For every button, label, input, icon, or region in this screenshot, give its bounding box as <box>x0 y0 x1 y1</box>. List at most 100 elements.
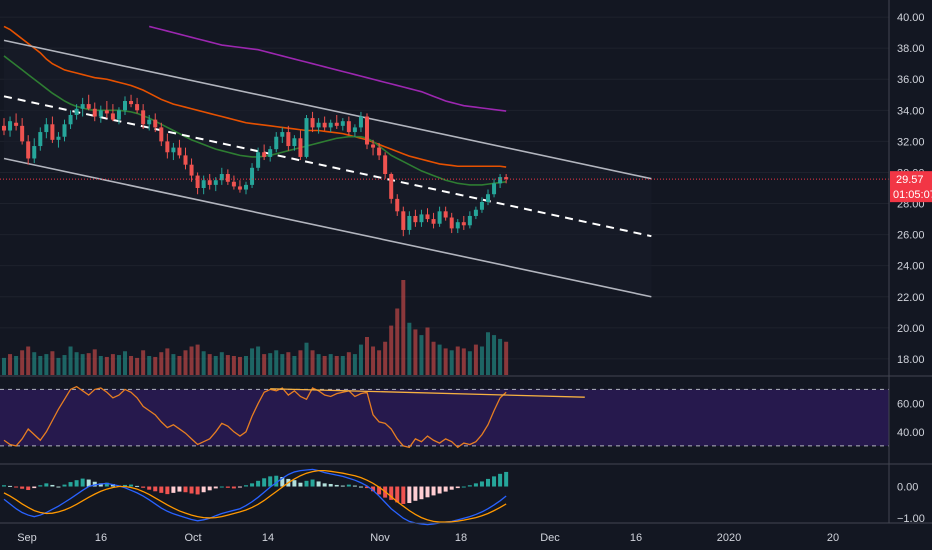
macd-histogram-bar <box>14 486 19 488</box>
macd-histogram-bar <box>407 486 412 504</box>
macd-histogram-bar <box>316 481 321 487</box>
time-tick-label: 18 <box>455 532 467 544</box>
time-tick-label: 20 <box>827 532 839 544</box>
candle-body <box>62 124 67 137</box>
candle-body <box>201 180 206 188</box>
volume-bar <box>225 355 230 375</box>
candle-body <box>328 122 333 128</box>
macd-histogram-bar <box>8 485 13 487</box>
channel-line-lower[interactable] <box>3 157 652 298</box>
candle-body <box>195 175 200 188</box>
macd-histogram-bar <box>310 479 315 487</box>
candle-body <box>268 149 273 157</box>
macd-histogram-bar <box>159 486 164 493</box>
rsi-axis[interactable]: 60.00 40.00 <box>897 399 925 439</box>
volume-bar <box>407 322 412 375</box>
candle-body <box>431 219 436 224</box>
macd-histogram-bar <box>231 486 236 489</box>
macd-histogram-bar <box>171 486 176 493</box>
volume-bar <box>86 353 91 375</box>
macd-histogram-bar <box>38 485 43 487</box>
volume-bar <box>443 348 448 375</box>
volume-bar <box>322 356 327 375</box>
macd-histogram-bar <box>26 486 31 491</box>
macd-histogram-bar <box>165 486 170 495</box>
volume-bar <box>262 354 267 375</box>
price-tick-label: 22.00 <box>897 292 925 304</box>
volume-bar <box>437 344 442 375</box>
volume-bar <box>455 346 460 375</box>
macd-histogram-bar <box>68 482 73 487</box>
time-tick-label: 16 <box>95 532 107 544</box>
volume-bar <box>92 349 97 375</box>
volume-bar <box>147 356 152 375</box>
candle-body <box>449 217 454 229</box>
macd-histogram-bar <box>377 486 382 495</box>
volume-bar <box>74 352 79 375</box>
candle-body <box>159 127 164 142</box>
countdown-label: 01:05:07 <box>893 189 932 201</box>
candle-body <box>455 222 460 229</box>
volume-bar <box>316 354 321 375</box>
macd-histogram-bar <box>304 480 309 487</box>
price-panel[interactable] <box>0 16 889 360</box>
rsi-tick-label: 60.00 <box>897 399 925 411</box>
candle-body <box>177 147 182 156</box>
macd-histogram-bar <box>334 484 339 487</box>
volume-bar <box>292 356 297 375</box>
macd-axis[interactable]: 0.00 −1.00 <box>897 482 925 526</box>
volume-bar <box>340 356 345 375</box>
volume-bar <box>395 308 400 375</box>
channel-line-upper[interactable] <box>3 39 652 180</box>
candle-body <box>371 144 376 148</box>
candle-body <box>413 215 418 223</box>
volume-bar <box>231 356 236 375</box>
volume-bar <box>135 357 140 375</box>
macd-histogram-bar <box>352 485 357 487</box>
candle-body <box>322 122 327 128</box>
macd-histogram-bar <box>2 485 6 487</box>
candle-body <box>250 167 255 185</box>
volume-bar <box>123 351 127 375</box>
price-tick-label: 20.00 <box>897 323 925 335</box>
candle-body <box>219 174 224 181</box>
volume-bar <box>104 356 109 375</box>
macd-histogram-bar <box>20 486 25 489</box>
candle-body <box>231 181 236 187</box>
volume-bar <box>504 341 509 375</box>
candle-body <box>389 174 394 199</box>
candle-body <box>352 127 357 133</box>
rsi-panel[interactable] <box>0 385 889 449</box>
time-axis[interactable]: Sep 16 Oct 14 Nov 18 Dec 16 2020 20 <box>17 532 839 544</box>
candle-body <box>340 121 345 126</box>
price-axis[interactable]: 40.0038.0036.0034.0032.0030.0028.0026.00… <box>897 12 925 366</box>
rsi-divergence-line[interactable] <box>270 388 585 398</box>
volume-bars <box>2 280 509 375</box>
rsi-band-fill <box>0 389 889 446</box>
macd-panel[interactable] <box>2 468 509 526</box>
volume-bar <box>467 351 472 375</box>
candle-body <box>292 138 297 147</box>
macd-histogram-bar <box>256 480 261 487</box>
macd-histogram-bar <box>262 478 267 487</box>
channel-line-middle[interactable] <box>3 95 652 238</box>
volume-bar <box>268 353 273 375</box>
volume-bar <box>413 329 418 375</box>
time-tick-label: 14 <box>262 532 274 544</box>
channel-fill <box>4 40 652 297</box>
candle-body <box>316 122 321 128</box>
volume-bar <box>449 350 454 375</box>
time-tick-label: Nov <box>370 532 390 544</box>
last-price-label: 29.57 <box>896 174 924 186</box>
candle-body <box>129 100 134 105</box>
macd-histogram-bar <box>479 481 484 487</box>
macd-histogram-bar <box>189 486 194 494</box>
macd-histogram-bar <box>473 483 478 487</box>
candle-body <box>358 116 363 128</box>
volume-bar <box>237 356 242 375</box>
candle-body <box>116 110 121 120</box>
volume-bar <box>304 342 309 375</box>
candle-body <box>74 108 79 115</box>
macd-histogram-bar <box>74 480 79 487</box>
